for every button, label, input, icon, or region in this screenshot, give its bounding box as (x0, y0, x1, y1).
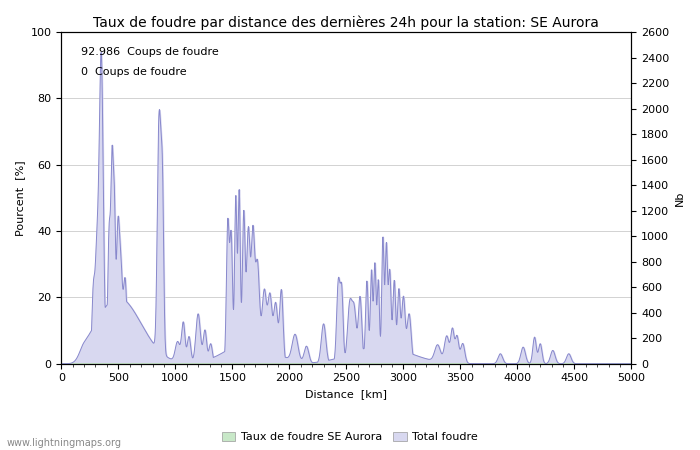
Y-axis label: Pourcent  [%]: Pourcent [%] (15, 160, 25, 236)
Text: www.lightningmaps.org: www.lightningmaps.org (7, 438, 122, 448)
Title: Taux de foudre par distance des dernières 24h pour la station: SE Aurora: Taux de foudre par distance des dernière… (93, 15, 599, 30)
Text: 92.986  Coups de foudre: 92.986 Coups de foudre (81, 47, 219, 57)
Legend: Taux de foudre SE Aurora, Total foudre: Taux de foudre SE Aurora, Total foudre (222, 432, 478, 442)
X-axis label: Distance  [km]: Distance [km] (305, 389, 387, 399)
Y-axis label: Nb: Nb (675, 190, 685, 206)
Text: 0  Coups de foudre: 0 Coups de foudre (81, 67, 187, 77)
